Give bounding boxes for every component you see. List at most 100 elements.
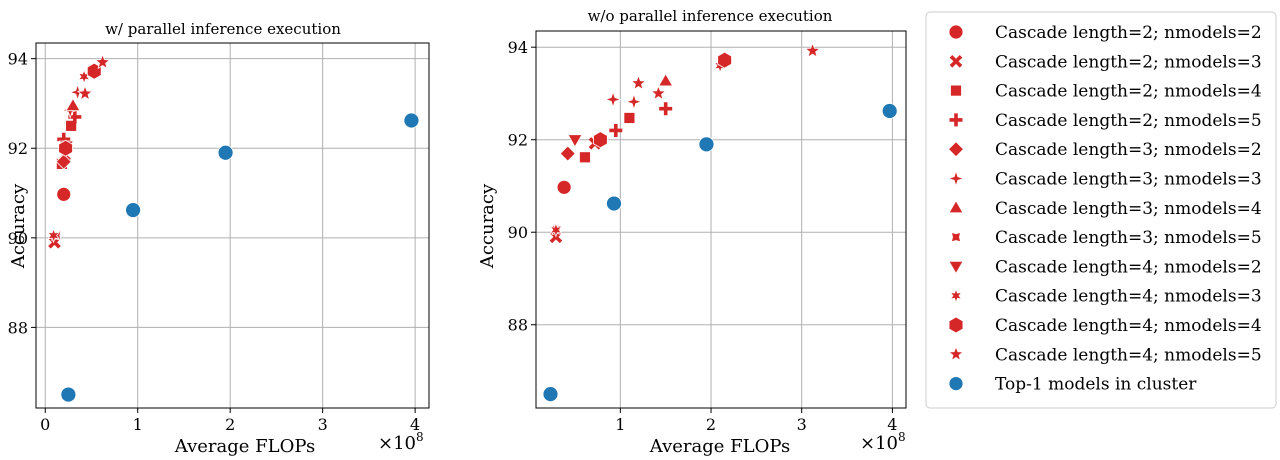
legend-label: Cascade length=4; nmodels=2 xyxy=(995,257,1262,277)
y-axis-label: Accuracy xyxy=(8,183,29,269)
cascade-point-circle xyxy=(56,186,72,202)
x-tick-label: 4 xyxy=(410,415,420,434)
cascade-point-star5 xyxy=(804,42,821,58)
x-axis-label: Average FLOPs xyxy=(649,436,790,457)
legend-marker-circle xyxy=(948,376,964,392)
top1-point xyxy=(881,103,898,119)
legend-marker-diamond xyxy=(947,141,965,158)
legend-item: Top-1 models in cluster xyxy=(948,375,1197,395)
legend-label: Cascade length=4; nmodels=5 xyxy=(995,345,1262,365)
x-tick-label: 1 xyxy=(133,415,143,434)
y-tick-label: 90 xyxy=(8,229,28,248)
legend-item: Cascade length=2; nmodels=2 xyxy=(948,23,1262,43)
legend-marker-x xyxy=(949,55,963,68)
chart-panel-parallel: w/ parallel inference execution 0 1 2 3 4 88 9… xyxy=(8,20,430,457)
x-axis-multiplier: ×108 xyxy=(378,430,424,454)
legend-marker-star4 xyxy=(947,169,965,188)
legend-label: Cascade length=4; nmodels=4 xyxy=(995,316,1262,336)
y-tick-label: 92 xyxy=(8,139,28,158)
cascade-point-hexagon xyxy=(717,51,732,69)
cascade-point-circle xyxy=(556,179,572,195)
cascade-point-square xyxy=(579,151,591,164)
x-tick-label: 2 xyxy=(225,415,235,434)
y-tick-label: 94 xyxy=(8,50,28,69)
legend-label: Cascade length=3; nmodels=3 xyxy=(995,170,1262,190)
legend-marker-triangle-up xyxy=(948,200,964,214)
cascade-point-triangle-up xyxy=(658,73,674,87)
legend-marker-hexagon xyxy=(948,316,964,334)
cascade-point-plus xyxy=(609,123,623,137)
cascade-point-diamond xyxy=(55,153,72,170)
legend-box xyxy=(925,11,1277,409)
cascade-point-plus xyxy=(659,102,673,116)
cascade-point-hexagon xyxy=(58,139,73,157)
legend-item: Cascade length=4; nmodels=5 xyxy=(947,345,1262,365)
top1-point xyxy=(606,195,622,212)
y-tick-label: 88 xyxy=(8,318,28,337)
x-tick-label: 2 xyxy=(706,415,716,434)
chart-title: w/ parallel inference execution xyxy=(105,20,341,38)
legend-item: Cascade length=3; nmodels=3 xyxy=(947,169,1262,190)
top1-point xyxy=(542,386,559,403)
cascade-point-star5 xyxy=(76,84,94,101)
legend-label: Cascade length=3; nmodels=5 xyxy=(995,228,1262,248)
legend-marker-triangle-down xyxy=(948,261,964,275)
cascade-point-square xyxy=(623,112,636,124)
x-tick-label: 0 xyxy=(40,415,50,434)
plot-frame xyxy=(535,30,907,409)
cascade-point-diamond xyxy=(559,145,576,162)
legend-item: Cascade length=2; nmodels=4 xyxy=(950,82,1262,102)
legend: Cascade length=2; nmodels=2 Cascade lengt… xyxy=(925,11,1277,409)
legend-item: Cascade length=3; nmodels=2 xyxy=(947,140,1262,160)
cascade-point-star4 xyxy=(604,90,622,109)
y-tick-label: 92 xyxy=(508,131,528,150)
top1-point xyxy=(217,144,234,161)
legend-label: Cascade length=3; nmodels=2 xyxy=(995,140,1262,160)
legend-marker-square xyxy=(950,84,962,97)
cascade-point-star6 xyxy=(46,227,61,244)
legend-label: Cascade length=4; nmodels=3 xyxy=(995,287,1262,307)
y-tick-label: 94 xyxy=(508,38,528,57)
cascade-point-triangle-up xyxy=(65,97,81,112)
legend-item: Cascade length=3; nmodels=5 xyxy=(950,228,1262,248)
legend-item: Cascade length=2; nmodels=3 xyxy=(949,52,1262,72)
top1-point xyxy=(60,386,77,403)
legend-item: Cascade length=3; nmodels=4 xyxy=(948,199,1262,219)
legend-item: Cascade length=2; nmodels=5 xyxy=(949,111,1262,131)
cascade-point-hexagon xyxy=(593,131,608,149)
cascade-point-star4 xyxy=(625,92,643,111)
plot-frame xyxy=(35,42,430,409)
cascade-point-square xyxy=(65,119,78,132)
chart-title: w/o parallel inference execution xyxy=(588,7,833,25)
x-tick-label: 1 xyxy=(615,415,625,434)
legend-label: Cascade length=2; nmodels=4 xyxy=(995,82,1262,102)
legend-item: Cascade length=4; nmodels=3 xyxy=(949,287,1262,307)
cascade-point-star5 xyxy=(94,53,111,70)
legend-label: Cascade length=2; nmodels=5 xyxy=(995,111,1262,131)
top1-point xyxy=(698,136,715,153)
legend-marker-plus xyxy=(949,113,963,127)
x-axis-multiplier: ×108 xyxy=(860,430,906,454)
y-tick-label: 90 xyxy=(508,223,528,242)
cascade-point-hexagon xyxy=(86,62,102,80)
legend-label: Top-1 models in cluster xyxy=(995,375,1197,395)
y-tick-label: 88 xyxy=(508,316,528,335)
y-axis-label: Accuracy xyxy=(477,183,498,269)
cascade-point-star6 xyxy=(549,222,563,238)
legend-marker-star6 xyxy=(949,288,963,304)
x-axis-label: Average FLOPs xyxy=(174,436,315,457)
legend-marker-star5 xyxy=(947,345,965,362)
chart-panel-sequential: w/o parallel inference execution 1 2 3 4 88 9… xyxy=(477,7,907,457)
x-tick-label: 4 xyxy=(887,415,897,434)
legend-item: Cascade length=4; nmodels=4 xyxy=(948,316,1262,336)
legend-marker-pinched-square xyxy=(950,231,962,243)
legend-label: Cascade length=3; nmodels=4 xyxy=(995,199,1262,219)
x-tick-label: 3 xyxy=(318,415,328,434)
legend-marker-circle xyxy=(948,24,964,40)
legend-item: Cascade length=4; nmodels=2 xyxy=(948,257,1262,277)
cascade-point-star5 xyxy=(630,74,647,91)
legend-label: Cascade length=2; nmodels=2 xyxy=(995,23,1262,43)
top1-point xyxy=(403,112,420,129)
legend-label: Cascade length=2; nmodels=3 xyxy=(995,52,1262,72)
